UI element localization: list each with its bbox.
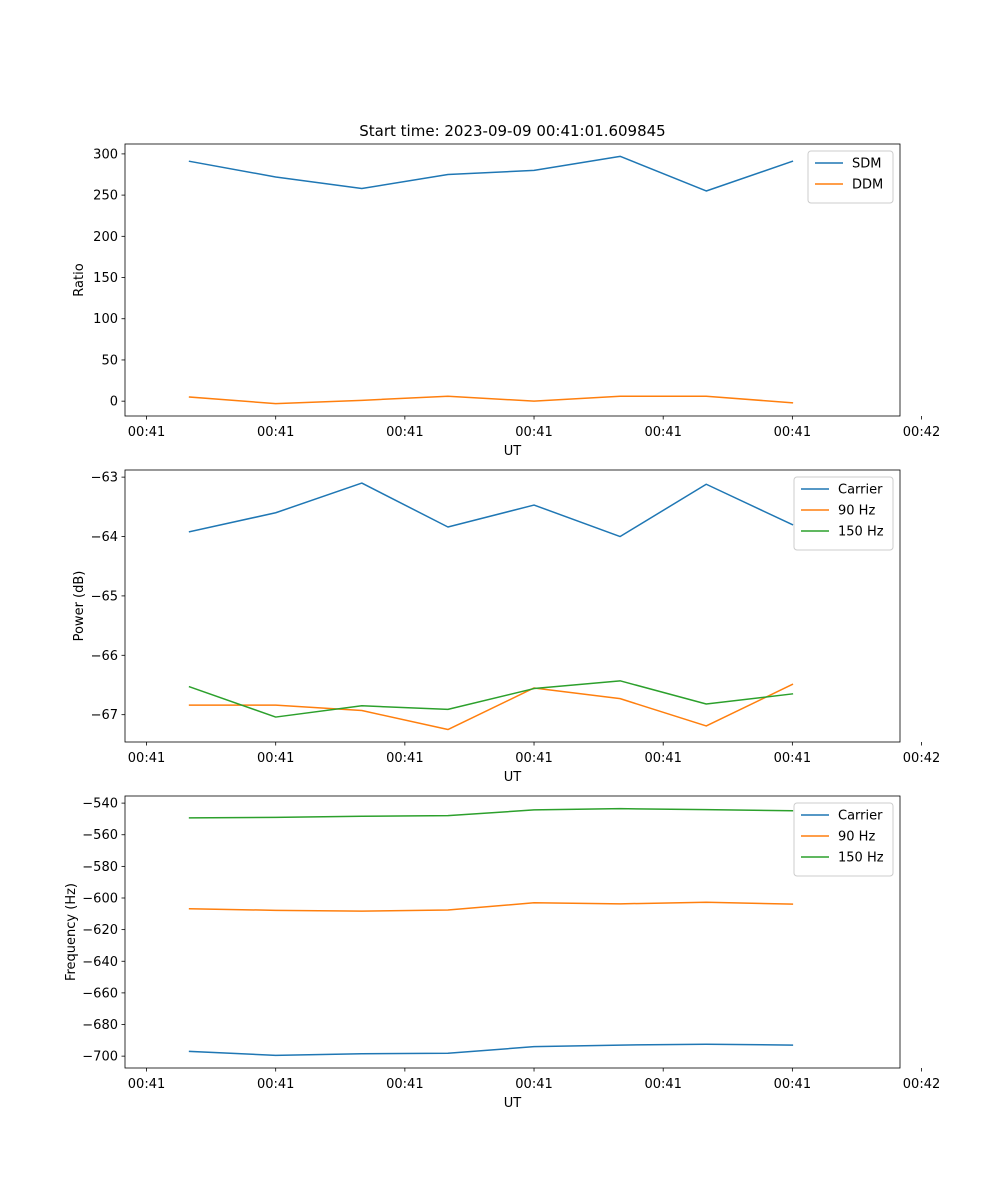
chart-2-x-tick-label: 00:42 <box>903 751 940 766</box>
chart-2-x-tick-label: 00:41 <box>515 751 552 766</box>
chart-2-legend: Carrier 90 Hz 150 Hz <box>793 476 894 551</box>
chart-1-y-axis-label: Ratio <box>72 263 87 296</box>
chart-1-y-tick-label: 100 <box>93 312 118 327</box>
chart-3-series-150-hz-line <box>188 807 794 819</box>
chart-1-legend-label-ddm: DDM <box>852 178 883 193</box>
chart-1-y-tick-label: 50 <box>101 353 118 368</box>
chart-2-y-tick-label: −67 <box>91 708 118 723</box>
chart-1-series-ddm-line <box>188 395 794 405</box>
chart-3-legend-label-90-hz: 90 Hz <box>838 830 875 845</box>
chart-3-x-tick-label: 00:41 <box>515 1077 552 1092</box>
chart-3-x-tick-label: 00:41 <box>386 1077 423 1092</box>
figure-title: Start time: 2023-09-09 00:41:01.609845 <box>359 122 665 140</box>
chart-3-x-tick-label: 00:42 <box>903 1077 940 1092</box>
chart-1-x-tick-label: 00:41 <box>257 425 294 440</box>
chart-2-y-tick-label: −65 <box>91 589 118 604</box>
chart-3-y-tick-label: −700 <box>82 1050 118 1065</box>
chart-1-legend-box <box>807 150 894 204</box>
chart-3-y-tick-label: −680 <box>82 1018 118 1033</box>
chart-2-x-tick-label: 00:41 <box>386 751 423 766</box>
chart-panel-1: 00:41 00:41 00:41 00:41 00:41 00:41 00:42 0 50 10… <box>72 143 940 459</box>
chart-1-y-tick-label: 150 <box>93 271 118 286</box>
chart-1-x-tick-label: 00:42 <box>903 425 940 440</box>
chart-1-x-tick-label: 00:41 <box>128 425 165 440</box>
chart-panel-3: 00:41 00:41 00:41 00:41 00:41 00:41 00:42 −700 −… <box>64 795 940 1111</box>
chart-3-axes-frame <box>124 795 901 1069</box>
chart-2-axes-frame <box>124 469 901 743</box>
chart-2-x-tick-label: 00:41 <box>257 751 294 766</box>
chart-2-x-tick-label: 00:41 <box>644 751 681 766</box>
chart-3-legend: Carrier 90 Hz 150 Hz <box>793 802 894 877</box>
chart-1-x-tick-label: 00:41 <box>774 425 811 440</box>
chart-3-x-tick-label: 00:41 <box>774 1077 811 1092</box>
chart-1-x-tick-label: 00:41 <box>515 425 552 440</box>
chart-1-y-tick-label: 300 <box>93 147 118 162</box>
chart-3-series-carrier-line <box>188 1043 794 1057</box>
chart-3-x-tick-label: 00:41 <box>644 1077 681 1092</box>
chart-3-y-tick-label: −560 <box>82 828 118 843</box>
chart-2-y-axis-label: Power (dB) <box>72 571 87 642</box>
chart-2-legend-label-90-hz: 90 Hz <box>838 504 875 519</box>
chart-1-x-tick-label: 00:41 <box>386 425 423 440</box>
chart-3-legend-label-carrier: Carrier <box>838 809 883 824</box>
chart-panel-2: 00:41 00:41 00:41 00:41 00:41 00:41 00:42 −67 −6… <box>72 469 940 785</box>
chart-1-y-tick-label: 250 <box>93 189 118 204</box>
chart-2-x-axis-label: UT <box>504 770 522 785</box>
chart-1-legend: SDM DDM <box>807 150 894 204</box>
chart-3-x-tick-label: 00:41 <box>128 1077 165 1092</box>
chart-1-x-axis-label: UT <box>504 444 522 459</box>
chart-3-y-tick-label: −540 <box>82 797 118 812</box>
chart-2-x-tick-label: 00:41 <box>128 751 165 766</box>
chart-2-y-tick-label: −64 <box>91 530 118 545</box>
chart-1-axes-frame <box>124 143 901 417</box>
chart-2-series-carrier-line <box>188 482 794 538</box>
chart-2-legend-label-carrier: Carrier <box>838 483 883 498</box>
chart-3-y-tick-label: −640 <box>82 955 118 970</box>
chart-2-series-150-hz-line <box>188 680 794 718</box>
chart-2-series-90-hz-line <box>188 683 794 731</box>
chart-1-y-tick-label: 0 <box>110 395 118 410</box>
chart-3-y-tick-label: −600 <box>82 892 118 907</box>
chart-3-legend-label-150-hz: 150 Hz <box>838 851 884 866</box>
chart-2-x-tick-label: 00:41 <box>774 751 811 766</box>
chart-3-y-axis-label: Frequency (Hz) <box>64 883 79 981</box>
chart-3-x-axis-label: UT <box>504 1096 522 1111</box>
chart-3-y-tick-label: −660 <box>82 986 118 1001</box>
chart-2-y-tick-label: −63 <box>91 471 118 486</box>
chart-3-y-tick-label: −620 <box>82 923 118 938</box>
chart-3-x-tick-label: 00:41 <box>257 1077 294 1092</box>
chart-3-y-tick-label: −580 <box>82 860 118 875</box>
chart-2-y-tick-label: −66 <box>91 649 118 664</box>
chart-1-series-sdm-line <box>188 155 794 192</box>
chart-1-legend-label-sdm: SDM <box>852 157 881 172</box>
chart-2-legend-label-150-hz: 150 Hz <box>838 525 884 540</box>
chart-1-y-tick-label: 200 <box>93 230 118 245</box>
chart-3-series-90-hz-line <box>188 901 794 912</box>
chart-1-x-tick-label: 00:41 <box>644 425 681 440</box>
